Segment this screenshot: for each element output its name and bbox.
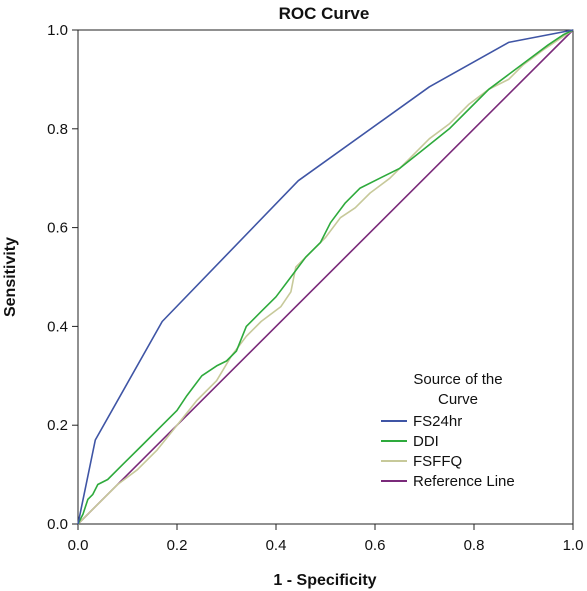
x-tick-label: 1.0 bbox=[563, 537, 584, 554]
y-tick-label: 0.6 bbox=[47, 220, 68, 237]
chart-title: ROC Curve bbox=[279, 4, 370, 23]
y-tick-label: 0.0 bbox=[47, 516, 68, 533]
y-tick-label: 1.0 bbox=[47, 22, 68, 39]
x-axis-title: 1 - Specificity bbox=[273, 572, 376, 589]
legend-items: FS24hr DDI FSFFQ Reference Line bbox=[381, 413, 515, 490]
legend: Source of the Curve FS24hr DDI FSFFQ Refere… bbox=[381, 371, 515, 490]
series-layer bbox=[77, 29, 574, 525]
legend-label-reference-line: Reference Line bbox=[413, 473, 515, 490]
x-tick-label: 0.4 bbox=[266, 537, 287, 554]
legend-label-ddi: DDI bbox=[413, 433, 439, 450]
y-tick-label: 0.2 bbox=[47, 417, 68, 434]
series-line-fs24hr bbox=[77, 29, 574, 525]
y-tick-label: 0.4 bbox=[47, 318, 68, 335]
legend-label-fs24hr: FS24hr bbox=[413, 413, 462, 430]
x-tick-label: 0.6 bbox=[365, 537, 386, 554]
series-line-ddi bbox=[77, 29, 574, 525]
legend-label-fsffq: FSFFQ bbox=[413, 453, 462, 470]
y-tick-label: 0.8 bbox=[47, 121, 68, 138]
y-axis-title: Sensitivity bbox=[2, 237, 19, 317]
x-tick-label: 0.0 bbox=[68, 537, 89, 554]
x-axis: 0.0 0.2 0.4 0.6 0.8 1.0 bbox=[68, 524, 584, 554]
plot-frame bbox=[77, 29, 574, 525]
x-tick-label: 0.8 bbox=[464, 537, 485, 554]
legend-title-line-2: Curve bbox=[438, 391, 478, 408]
legend-title-line-1: Source of the bbox=[413, 371, 502, 388]
y-axis: 0.0 0.2 0.4 0.6 0.8 1.0 bbox=[47, 22, 78, 533]
x-tick-label: 0.2 bbox=[167, 537, 188, 554]
series-line-reference-line bbox=[77, 29, 574, 525]
